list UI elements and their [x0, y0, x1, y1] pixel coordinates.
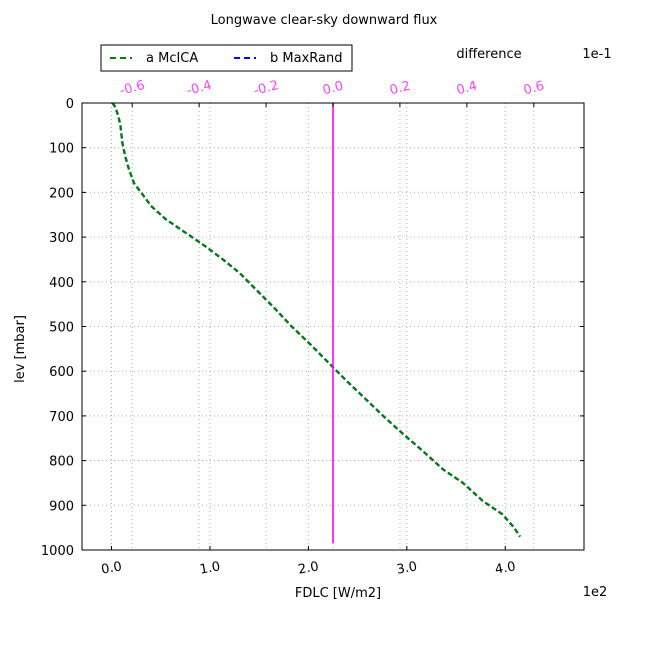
y-tick-label: 300: [49, 231, 74, 246]
y-tick-label: 900: [49, 499, 74, 514]
x-offset-label: 1e2: [583, 585, 608, 600]
y-tick-label: 600: [49, 365, 74, 380]
y-tick-label: 700: [49, 410, 74, 425]
y-tick-label: 500: [49, 321, 74, 336]
x-tick-label: 0.0: [100, 559, 123, 577]
ticks: 0.0 1.0 2.0 3.0 4.0 -0.6 -0.4 -0.2 0.0 0.2 0.4 0.6 0…: [41, 78, 584, 578]
y-tick-label: 1000: [41, 544, 74, 559]
top-axis-label: difference: [456, 47, 521, 62]
x-tick-label: 3.0: [395, 559, 418, 577]
series-layer: [111, 102, 521, 544]
legend-label-mcica: a McICA: [146, 51, 198, 66]
x-tick-label: 2.0: [297, 559, 320, 577]
legend-label-maxrand: b MaxRand: [270, 51, 342, 66]
top-tick-label: -0.6: [118, 78, 146, 99]
top-tick-label: 0.4: [455, 79, 479, 99]
y-tick-label: 400: [49, 276, 74, 291]
y-tick-label: 800: [49, 455, 74, 470]
top-tick-label: 0.6: [522, 79, 546, 99]
x-axis-label: FDLC [W/m2]: [295, 586, 381, 601]
chart-title: Longwave clear-sky downward flux: [211, 13, 438, 28]
y-tick-label: 0: [66, 97, 74, 112]
top-tick-label: -0.4: [185, 78, 213, 99]
x-tick-label: 1.0: [199, 559, 222, 577]
y-tick-label: 100: [49, 142, 74, 157]
series-line-mcica: [111, 102, 521, 538]
y-tick-label: 200: [49, 186, 74, 201]
y-axis-label: lev [mbar]: [13, 315, 28, 383]
legend: a McICA b MaxRand: [100, 44, 353, 72]
top-tick-label: -0.2: [252, 78, 280, 99]
top-offset-label: 1e-1: [582, 47, 611, 62]
x-tick-label: 4.0: [494, 559, 517, 577]
top-tick-label: 0.2: [388, 79, 412, 99]
legend-box: [100, 44, 353, 72]
top-tick-label: 0.0: [321, 79, 345, 99]
